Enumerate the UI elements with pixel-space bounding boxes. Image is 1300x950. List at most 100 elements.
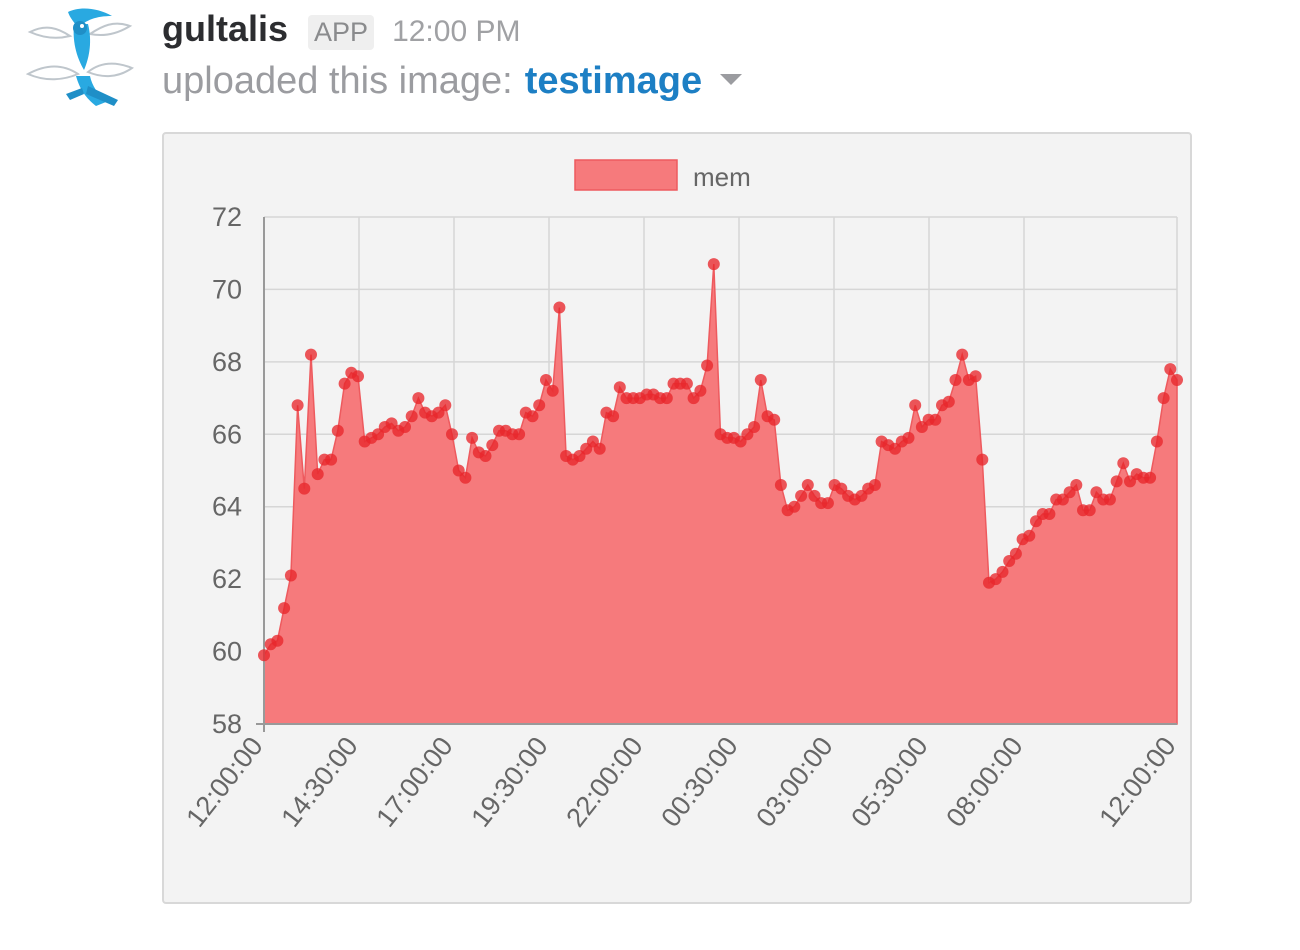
data-point[interactable] (949, 374, 962, 386)
data-point[interactable] (1144, 471, 1157, 484)
sender-avatar[interactable] (26, 4, 134, 112)
y-tick-label: 60 (212, 637, 242, 667)
data-point[interactable] (553, 301, 566, 314)
data-point[interactable] (405, 410, 418, 423)
data-point[interactable] (707, 258, 720, 271)
data-point[interactable] (795, 489, 808, 502)
data-point[interactable] (768, 413, 781, 426)
data-point[interactable] (701, 359, 714, 372)
data-point[interactable] (486, 439, 499, 452)
data-point[interactable] (909, 399, 922, 412)
data-point[interactable] (258, 649, 270, 662)
data-point[interactable] (1070, 479, 1083, 491)
upload-line: uploaded this image: testimage (162, 60, 743, 110)
message-timestamp[interactable]: 12:00 PM (392, 15, 521, 48)
data-point[interactable] (412, 392, 425, 405)
message-header: gultalis APP 12:00 PM (162, 8, 520, 54)
data-point[interactable] (694, 384, 707, 397)
x-tick-label: 05:30:00 (845, 731, 933, 832)
data-point[interactable] (660, 392, 673, 405)
data-point[interactable] (1009, 547, 1022, 560)
data-point[interactable] (305, 348, 317, 361)
mem-area (263, 264, 1178, 725)
data-point[interactable] (331, 424, 344, 437)
data-point[interactable] (325, 453, 338, 466)
image-attachment[interactable]: 58 60 62 64 66 68 70 72 12:00:00 14:30:00 17:00:0… (162, 132, 1192, 904)
data-point[interactable] (284, 569, 297, 582)
data-point[interactable] (1164, 363, 1177, 376)
data-point[interactable] (1157, 392, 1170, 405)
chart-points (258, 258, 1183, 662)
y-tick-label: 66 (212, 419, 242, 449)
data-point[interactable] (399, 421, 411, 433)
x-tick-label: 12:00:00 (1093, 731, 1181, 832)
x-tick-label: 22:00:00 (560, 731, 648, 832)
data-point[interactable] (956, 348, 969, 361)
data-point[interactable] (607, 410, 620, 423)
y-tick-label: 58 (212, 709, 242, 739)
data-point[interactable] (1023, 529, 1036, 542)
data-point[interactable] (593, 442, 606, 455)
data-point[interactable] (801, 479, 814, 491)
data-point[interactable] (311, 468, 324, 481)
data-point[interactable] (271, 634, 284, 647)
upload-text: uploaded this image: (162, 60, 513, 102)
data-point[interactable] (459, 471, 472, 484)
data-point[interactable] (526, 410, 539, 423)
data-point[interactable] (278, 602, 291, 615)
data-point[interactable] (1117, 457, 1130, 470)
legend-swatch[interactable] (574, 159, 678, 191)
data-point[interactable] (1043, 508, 1056, 520)
data-point[interactable] (1171, 374, 1183, 386)
data-point[interactable] (291, 399, 304, 412)
data-point[interactable] (298, 482, 311, 495)
data-point[interactable] (821, 497, 834, 510)
chart-legend: mem (574, 159, 751, 192)
data-point[interactable] (533, 399, 546, 412)
app-badge: APP (308, 15, 375, 50)
data-point[interactable] (774, 479, 787, 491)
data-point[interactable] (338, 377, 351, 390)
data-point[interactable] (613, 381, 626, 394)
data-point[interactable] (479, 450, 492, 462)
data-point[interactable] (1150, 435, 1163, 448)
data-point[interactable] (942, 395, 955, 408)
data-point[interactable] (513, 428, 526, 441)
data-point[interactable] (868, 479, 881, 491)
data-point[interactable] (902, 431, 915, 444)
data-point[interactable] (540, 374, 552, 386)
x-tick-label: 08:00:00 (940, 731, 1028, 832)
x-tick-label: 12:00:00 (180, 731, 268, 832)
x-axis-tick-labels: 12:00:00 14:30:00 17:00:00 19:30:00 22:00:00… (180, 731, 1181, 832)
y-axis-tick-labels: 58 60 62 64 66 68 70 72 (212, 202, 242, 739)
y-tick-label: 62 (212, 564, 242, 594)
data-point[interactable] (976, 453, 989, 466)
data-point[interactable] (1083, 504, 1096, 517)
data-point[interactable] (788, 500, 801, 513)
data-point[interactable] (546, 384, 559, 397)
data-point[interactable] (352, 370, 364, 383)
data-point[interactable] (969, 370, 982, 383)
x-tick-label: 19:30:00 (465, 731, 553, 832)
y-tick-label: 64 (212, 492, 242, 522)
bird-avatar-icon (26, 8, 134, 106)
data-point[interactable] (1103, 493, 1116, 506)
file-name-link[interactable]: testimage (524, 60, 703, 102)
data-point[interactable] (754, 374, 767, 386)
sender-name[interactable]: gultalis (162, 8, 289, 49)
data-point[interactable] (466, 431, 479, 444)
data-point[interactable] (446, 428, 458, 441)
data-point[interactable] (929, 413, 942, 426)
y-tick-label: 70 (212, 274, 242, 304)
caret-down-icon[interactable] (720, 74, 743, 85)
chart-axes (256, 217, 1177, 732)
x-tick-label: 14:30:00 (275, 731, 363, 832)
legend-label[interactable]: mem (693, 162, 751, 192)
data-point[interactable] (996, 565, 1009, 578)
data-point[interactable] (748, 421, 761, 433)
data-point[interactable] (680, 377, 693, 390)
data-point[interactable] (1110, 475, 1123, 488)
y-tick-label: 68 (212, 347, 242, 377)
data-point[interactable] (439, 399, 452, 412)
